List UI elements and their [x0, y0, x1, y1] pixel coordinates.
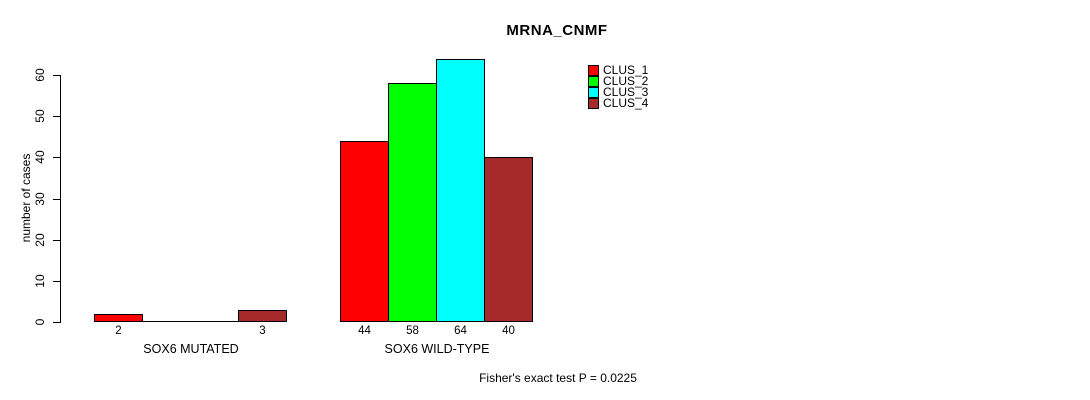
- legend-swatch-icon: [588, 87, 599, 98]
- y-tick-mark: [53, 199, 60, 200]
- bar-clus_3-wild-type: [436, 59, 485, 322]
- y-tick-label: 50: [33, 109, 47, 123]
- legend-label: CLUS_4: [603, 96, 649, 110]
- y-tick-label: 10: [33, 274, 47, 288]
- bar-value-label: 44: [358, 325, 371, 337]
- y-tick-label: 40: [33, 150, 47, 164]
- legend-swatch-icon: [588, 76, 599, 87]
- legend-label: CLUS_3: [603, 85, 649, 99]
- bar-clus_1-mutated: [94, 314, 143, 322]
- y-tick-mark: [53, 281, 60, 282]
- legend-swatch-icon: [588, 65, 599, 76]
- fisher-test-annotation: Fisher's exact test P = 0.0225: [479, 371, 637, 385]
- legend-item-clus_4: CLUS_4: [588, 96, 649, 110]
- y-tick-label: 30: [33, 192, 47, 206]
- bar-value-label: 2: [115, 325, 122, 337]
- bar-clus_3-mutated: [190, 321, 239, 322]
- bar-value-label: 58: [406, 325, 419, 337]
- group-label-sox6-wild-type: SOX6 WILD-TYPE: [384, 342, 490, 356]
- y-tick-label: 0: [33, 318, 47, 326]
- y-axis-title: number of cases: [19, 153, 33, 243]
- bar-value-label: 64: [454, 325, 467, 337]
- chart-title: MRNA_CNMF: [506, 22, 608, 39]
- bar-clus_2-mutated: [142, 321, 191, 322]
- y-tick-mark: [53, 157, 60, 158]
- y-tick-mark: [53, 116, 60, 117]
- bar-clus_2-wild-type: [388, 83, 437, 322]
- legend-item-clus_3: CLUS_3: [588, 85, 649, 99]
- y-tick-mark: [53, 240, 60, 241]
- bar-clus_4-mutated: [238, 310, 287, 322]
- bar-value-label: 40: [502, 325, 515, 337]
- y-tick-mark: [53, 75, 60, 76]
- y-axis-line: [60, 75, 61, 323]
- y-tick-label: 20: [33, 233, 47, 247]
- bar-clus_1-wild-type: [340, 141, 389, 322]
- legend: CLUS_1 CLUS_2 CLUS_3 CLUS_4: [588, 63, 649, 110]
- group-label-sox6-mutated: SOX6 MUTATED: [143, 342, 239, 356]
- y-tick-mark: [53, 322, 60, 323]
- legend-item-clus_2: CLUS_2: [588, 74, 649, 88]
- legend-label: CLUS_1: [603, 63, 649, 77]
- bar-clus_4-wild-type: [484, 157, 533, 322]
- y-tick-label: 60: [33, 68, 47, 82]
- legend-label: CLUS_2: [603, 74, 649, 88]
- legend-swatch-icon: [588, 98, 599, 109]
- legend-item-clus_1: CLUS_1: [588, 63, 649, 77]
- bar-value-label: 3: [259, 325, 266, 337]
